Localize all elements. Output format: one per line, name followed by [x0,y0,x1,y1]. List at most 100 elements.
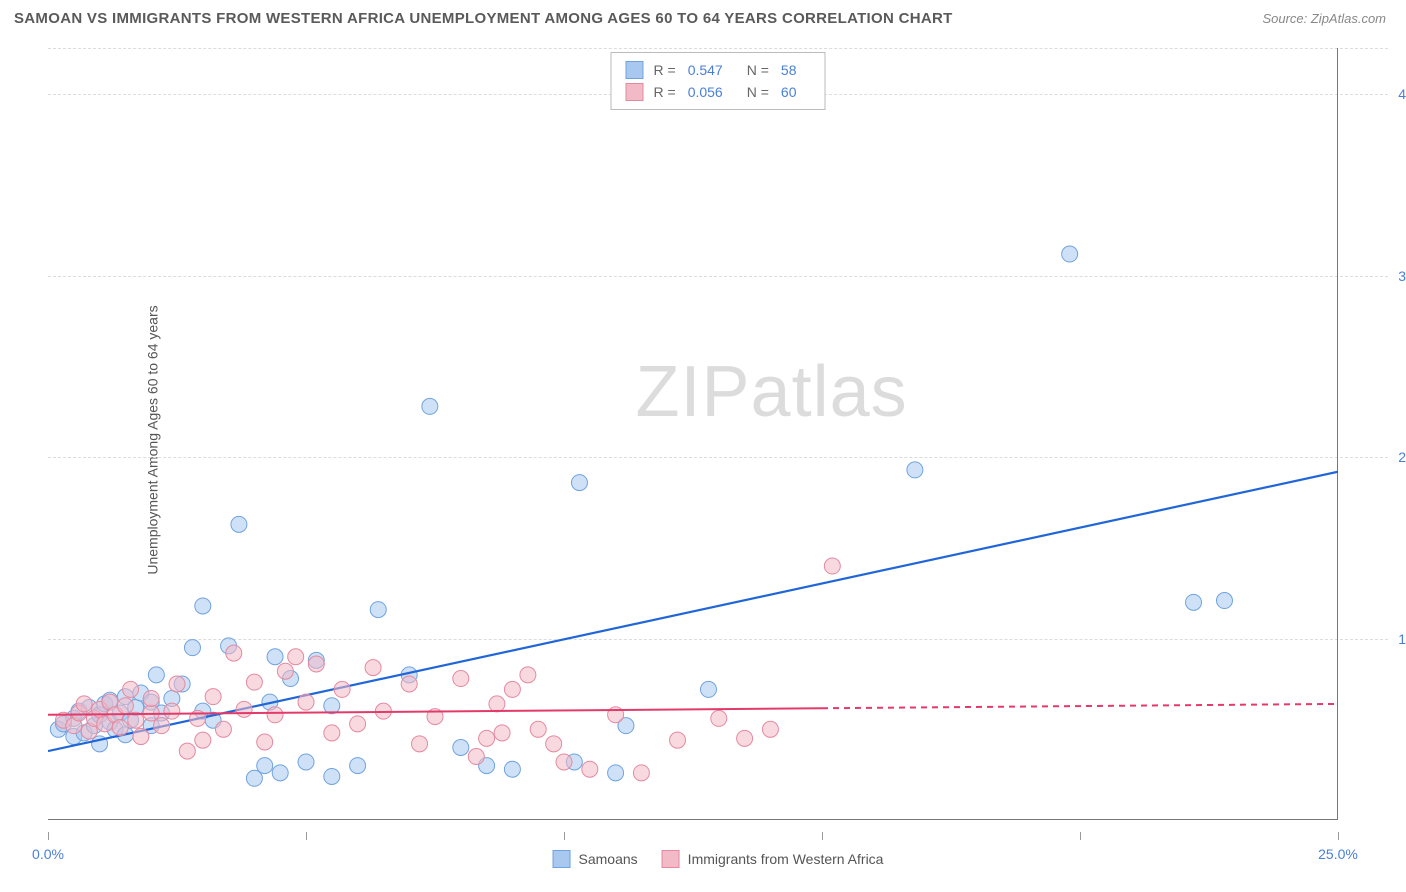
data-point [453,739,469,755]
data-point [246,674,262,690]
data-point [226,645,242,661]
x-tick [1080,832,1081,840]
scatter-plot: ZIPatlas 10.0%20.0%30.0%40.0%0.0%25.0% [48,40,1388,840]
chart-title: SAMOAN VS IMMIGRANTS FROM WESTERN AFRICA… [14,10,953,27]
data-point [76,696,92,712]
data-point [308,656,324,672]
data-point [215,721,231,737]
data-point [195,598,211,614]
chart-area: Unemployment Among Ages 60 to 64 years Z… [48,40,1388,840]
y-tick-label: 40.0% [1393,86,1406,102]
trend-line-dashed [822,704,1338,708]
data-point [762,721,778,737]
legend-label-1: Samoans [579,851,638,867]
data-point [453,671,469,687]
r-label: R = [654,62,676,78]
data-point [412,736,428,752]
data-point [298,694,314,710]
data-point [1062,246,1078,262]
x-tick-label: 0.0% [32,846,64,862]
r-label: R = [654,84,676,100]
data-point [112,719,128,735]
data-point [370,602,386,618]
r-value-1: 0.547 [688,62,723,78]
data-point [117,698,133,714]
data-point [257,758,273,774]
data-point [324,698,340,714]
data-point [468,749,484,765]
data-point [824,558,840,574]
swatch-icon [662,850,680,868]
x-tick [564,832,565,840]
y-tick-label: 10.0% [1393,631,1406,647]
data-point [530,721,546,737]
legend-label-2: Immigrants from Western Africa [688,851,884,867]
data-point [231,516,247,532]
data-point [737,730,753,746]
data-point [711,710,727,726]
data-point [272,765,288,781]
data-point [608,765,624,781]
data-point [334,681,350,697]
data-point [123,681,139,697]
data-point [365,660,381,676]
data-point [179,743,195,759]
x-tick [48,832,49,840]
data-point [504,681,520,697]
data-point [489,696,505,712]
data-point [479,730,495,746]
data-point [907,462,923,478]
data-point [184,640,200,656]
x-tick [822,832,823,840]
data-point [700,681,716,697]
data-point [277,663,293,679]
data-point [154,718,170,734]
data-point [571,475,587,491]
data-point [1216,593,1232,609]
stats-row-series1: R = 0.547 N = 58 [626,59,811,81]
data-point [236,701,252,717]
data-point [350,758,366,774]
x-tick-label: 25.0% [1318,846,1358,862]
data-point [267,649,283,665]
chart-legend: Samoans Immigrants from Western Africa [553,850,884,868]
data-point [520,667,536,683]
data-point [556,754,572,770]
n-value-1: 58 [781,62,797,78]
data-point [494,725,510,741]
x-tick [1338,832,1339,840]
data-point [288,649,304,665]
stats-row-series2: R = 0.056 N = 60 [626,81,811,103]
swatch-icon [626,61,644,79]
data-point [670,732,686,748]
r-value-2: 0.056 [688,84,723,100]
chart-header: SAMOAN VS IMMIGRANTS FROM WESTERN AFRICA… [0,0,1406,35]
data-point [1186,594,1202,610]
data-point [504,761,520,777]
legend-item-1: Samoans [553,850,638,868]
legend-item-2: Immigrants from Western Africa [662,850,884,868]
data-point [148,667,164,683]
correlation-stats-box: R = 0.547 N = 58 R = 0.056 N = 60 [611,52,826,110]
chart-svg [48,40,1338,820]
y-tick-label: 30.0% [1393,268,1406,284]
data-point [257,734,273,750]
data-point [298,754,314,770]
n-label: N = [747,84,769,100]
data-point [546,736,562,752]
chart-source: Source: ZipAtlas.com [1262,11,1386,26]
y-tick-label: 20.0% [1393,449,1406,465]
data-point [133,729,149,745]
data-point [205,689,221,705]
data-point [633,765,649,781]
data-point [195,732,211,748]
data-point [350,716,366,732]
x-tick [306,832,307,840]
data-point [582,761,598,777]
swatch-icon [626,83,644,101]
data-point [324,768,340,784]
data-point [143,690,159,706]
data-point [324,725,340,741]
data-point [246,770,262,786]
swatch-icon [553,850,571,868]
